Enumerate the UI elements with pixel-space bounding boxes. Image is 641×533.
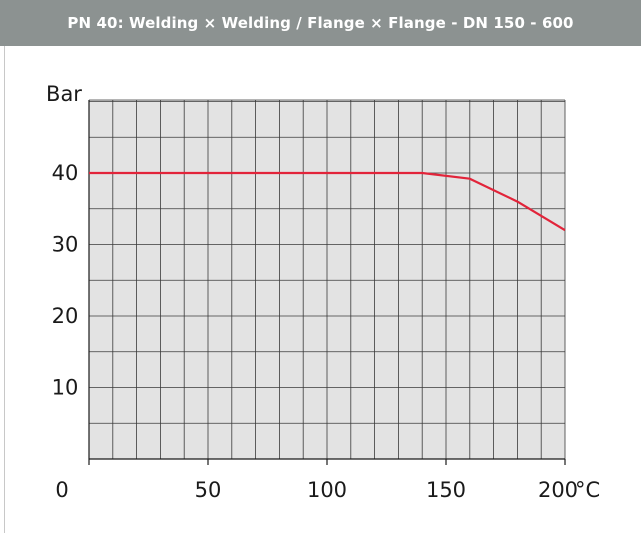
x-axis-unit: °C (575, 478, 600, 502)
x-tick-label: 200 (538, 478, 578, 502)
x-tick-label: 0 (55, 478, 68, 502)
y-tick-label: 40 (52, 161, 79, 185)
y-tick-label: 20 (52, 304, 79, 328)
y-tick-label: 30 (52, 233, 79, 257)
page-left-border (4, 46, 5, 533)
x-tick-label: 100 (307, 478, 347, 502)
x-tick-label: 150 (426, 478, 466, 502)
x-tick-label: 50 (195, 478, 222, 502)
chart-title: PN 40: Welding × Welding / Flange × Flan… (0, 0, 641, 46)
y-axis-label: Bar (46, 82, 82, 106)
y-tick-label: 10 (52, 376, 79, 400)
